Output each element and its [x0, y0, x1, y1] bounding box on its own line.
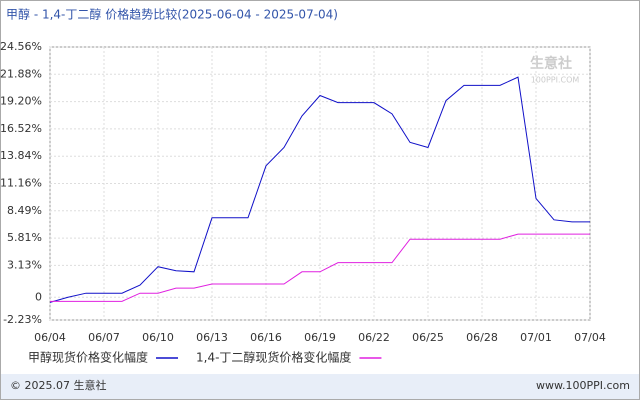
y-tick-label: 5.81% [7, 231, 42, 244]
x-tick-label: 07/04 [574, 331, 606, 344]
x-tick-label: 06/04 [34, 331, 66, 344]
watermark-brand: 生意社 [530, 55, 572, 72]
footer-bar [1, 374, 639, 399]
y-tick-label: 11.16% [0, 177, 42, 190]
y-tick-label: 19.20% [0, 95, 42, 108]
y-tick-label: 13.84% [0, 149, 42, 162]
x-tick-label: 06/16 [250, 331, 282, 344]
y-tick-label: -2.23% [3, 313, 42, 326]
x-tick-label: 06/19 [304, 331, 336, 344]
y-tick-label: 8.49% [7, 204, 42, 217]
y-tick-label: 0 [35, 290, 42, 303]
x-tick-label: 06/13 [196, 331, 228, 344]
x-tick-label: 06/10 [142, 331, 174, 344]
chart-title: 甲醇 - 1,4-丁二醇 价格趋势比较(2025-06-04 - 2025-07… [6, 7, 338, 22]
legend-label: 甲醇现货价格变化幅度 [28, 350, 148, 365]
legend-label: 1,4-丁二醇现货价格变化幅度 [196, 350, 351, 365]
x-tick-label: 06/07 [88, 331, 120, 344]
y-tick-label: 24.56% [0, 40, 42, 53]
footer-right: www.100PPI.com [536, 379, 630, 392]
series-line [49, 76, 590, 303]
x-tick-label: 07/01 [520, 331, 552, 344]
y-tick-label: 3.13% [7, 258, 42, 271]
x-tick-label: 06/25 [412, 331, 444, 344]
x-tick-label: 06/22 [358, 331, 390, 344]
x-tick-label: 06/28 [466, 331, 498, 344]
y-tick-label: 21.88% [0, 67, 42, 80]
footer-left: © 2025.07 生意社 [10, 378, 106, 392]
series-line [50, 233, 590, 302]
watermark-site: 100PPI.COM [531, 76, 580, 85]
y-tick-label: 16.52% [0, 122, 42, 135]
